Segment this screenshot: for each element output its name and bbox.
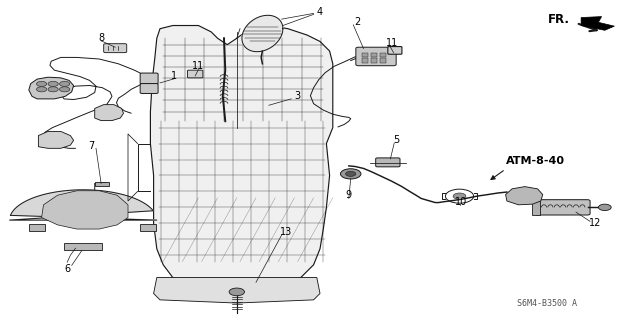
Circle shape	[48, 81, 58, 86]
Circle shape	[48, 87, 58, 92]
Polygon shape	[10, 190, 157, 220]
Polygon shape	[95, 105, 124, 121]
Polygon shape	[150, 26, 333, 287]
FancyBboxPatch shape	[140, 84, 158, 93]
Text: 1: 1	[171, 71, 177, 81]
Text: S6M4-B3500 A: S6M4-B3500 A	[517, 299, 577, 308]
Polygon shape	[506, 187, 543, 205]
Bar	[380, 58, 386, 63]
FancyBboxPatch shape	[376, 158, 400, 167]
Circle shape	[36, 81, 47, 86]
Bar	[140, 224, 156, 231]
Text: 8: 8	[98, 33, 104, 43]
FancyBboxPatch shape	[140, 73, 158, 84]
Text: 7: 7	[88, 141, 94, 151]
Bar	[380, 53, 386, 57]
Text: 2: 2	[354, 17, 360, 27]
Circle shape	[229, 288, 244, 296]
FancyBboxPatch shape	[388, 47, 402, 54]
FancyBboxPatch shape	[535, 200, 590, 215]
Text: 10: 10	[454, 197, 467, 207]
Text: 11: 11	[386, 38, 399, 48]
Text: 3: 3	[294, 91, 301, 101]
Circle shape	[340, 169, 361, 179]
FancyArrowPatch shape	[579, 24, 596, 31]
Text: FR.: FR.	[548, 13, 570, 26]
Bar	[362, 53, 368, 57]
Circle shape	[346, 171, 356, 176]
Polygon shape	[242, 15, 283, 52]
Circle shape	[453, 193, 466, 199]
Text: 4: 4	[317, 7, 323, 17]
Circle shape	[36, 87, 47, 92]
Polygon shape	[581, 17, 614, 30]
Polygon shape	[42, 191, 128, 229]
Text: ATM-8-40: ATM-8-40	[506, 156, 564, 166]
Text: 12: 12	[589, 218, 602, 228]
FancyBboxPatch shape	[104, 44, 127, 53]
Circle shape	[60, 81, 70, 86]
FancyBboxPatch shape	[356, 47, 396, 66]
Bar	[29, 224, 45, 231]
Circle shape	[60, 87, 70, 92]
Text: 5: 5	[394, 135, 400, 145]
Polygon shape	[29, 77, 74, 99]
Text: 11: 11	[192, 61, 205, 71]
Bar	[362, 58, 368, 63]
FancyBboxPatch shape	[188, 70, 203, 78]
Text: 6: 6	[64, 264, 70, 274]
Circle shape	[598, 204, 611, 211]
Bar	[371, 53, 377, 57]
Polygon shape	[38, 131, 74, 148]
Text: 13: 13	[280, 227, 292, 237]
Polygon shape	[154, 278, 320, 303]
Bar	[64, 243, 102, 250]
Bar	[371, 58, 377, 63]
Text: 9: 9	[346, 190, 352, 200]
Bar	[532, 199, 540, 215]
Bar	[95, 182, 109, 186]
